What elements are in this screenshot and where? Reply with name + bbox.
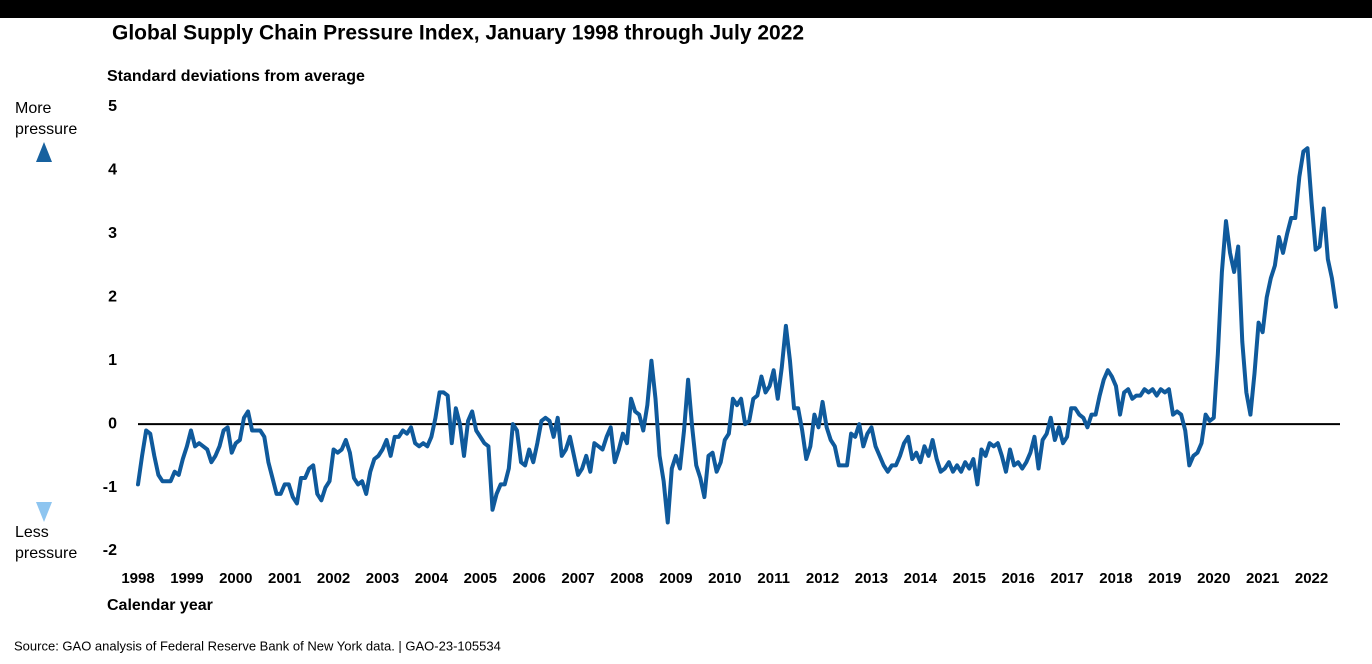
y-axis-label: Standard deviations from average: [107, 68, 365, 85]
x-tick-label: 2018: [1099, 570, 1132, 587]
data-line: [136, 146, 1338, 525]
less-pressure-note: Less pressure: [15, 524, 78, 562]
x-tick-label: 2020: [1197, 570, 1230, 587]
arrow-up-head: [36, 142, 52, 162]
more-pressure-note: More pressure: [15, 100, 78, 138]
x-tick-label: 2005: [464, 570, 497, 587]
y-tick-label: -1: [103, 479, 117, 496]
x-axis-label: Calendar year: [107, 597, 213, 614]
x-tick-label: 2021: [1246, 570, 1279, 587]
x-tick-label: 2007: [561, 570, 594, 587]
source-note: Source: GAO analysis of Federal Reserve …: [14, 638, 501, 653]
y-tick-label: 4: [108, 162, 117, 179]
y-tick-label: 2: [108, 289, 117, 306]
x-tick-label: 2017: [1050, 570, 1083, 587]
x-tick-label: 2001: [268, 570, 301, 587]
y-tick-label: 5: [108, 98, 117, 115]
x-tick-label: 2012: [806, 570, 839, 587]
x-tick-label: 2015: [953, 570, 986, 587]
y-tick-label: 1: [108, 352, 117, 369]
chart-title: Global Supply Chain Pressure Index, Janu…: [112, 22, 804, 45]
x-tick-label: 2000: [219, 570, 252, 587]
x-tick-label: 2013: [855, 570, 888, 587]
x-tick-label: 2006: [512, 570, 545, 587]
x-tick-label: 2014: [904, 570, 938, 587]
x-tick-label: 1998: [121, 570, 154, 587]
x-tick-label: 2019: [1148, 570, 1181, 587]
x-tick-label: 2016: [1001, 570, 1034, 587]
arrow-down-head: [36, 502, 52, 522]
x-tick-label: 2022: [1295, 570, 1328, 587]
x-tick-label: 2009: [659, 570, 692, 587]
x-tick-label: 2010: [708, 570, 741, 587]
x-tick-label: 2002: [317, 570, 350, 587]
y-tick-label: 0: [108, 415, 117, 432]
x-tick-label: 2003: [366, 570, 399, 587]
y-tick-label: 3: [108, 225, 117, 242]
x-tick-label: 2011: [757, 570, 790, 587]
x-tick-label: 2008: [610, 570, 643, 587]
top-bar: [0, 0, 1372, 18]
x-tick-label: 2004: [415, 570, 449, 587]
y-tick-label: -2: [103, 542, 117, 559]
x-tick-label: 1999: [170, 570, 203, 587]
